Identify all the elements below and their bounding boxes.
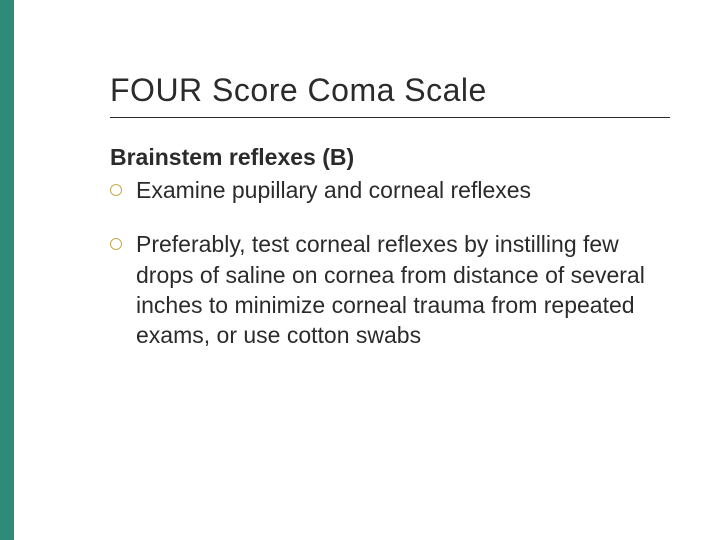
bullet-text: Examine pupillary and corneal reflexes <box>136 175 531 205</box>
bullet-item: Preferably, test corneal reflexes by ins… <box>110 229 670 350</box>
bullet-ring-icon <box>110 184 122 196</box>
section-heading: Brainstem reflexes (B) <box>110 144 670 171</box>
bullet-text: Preferably, test corneal reflexes by ins… <box>136 229 670 350</box>
bullet-item: Examine pupillary and corneal reflexes <box>110 175 670 205</box>
slide-title: FOUR Score Coma Scale <box>110 72 670 118</box>
accent-bar <box>0 0 14 540</box>
bullet-ring-icon <box>110 238 122 250</box>
slide-content: FOUR Score Coma Scale Brainstem reflexes… <box>110 72 670 375</box>
